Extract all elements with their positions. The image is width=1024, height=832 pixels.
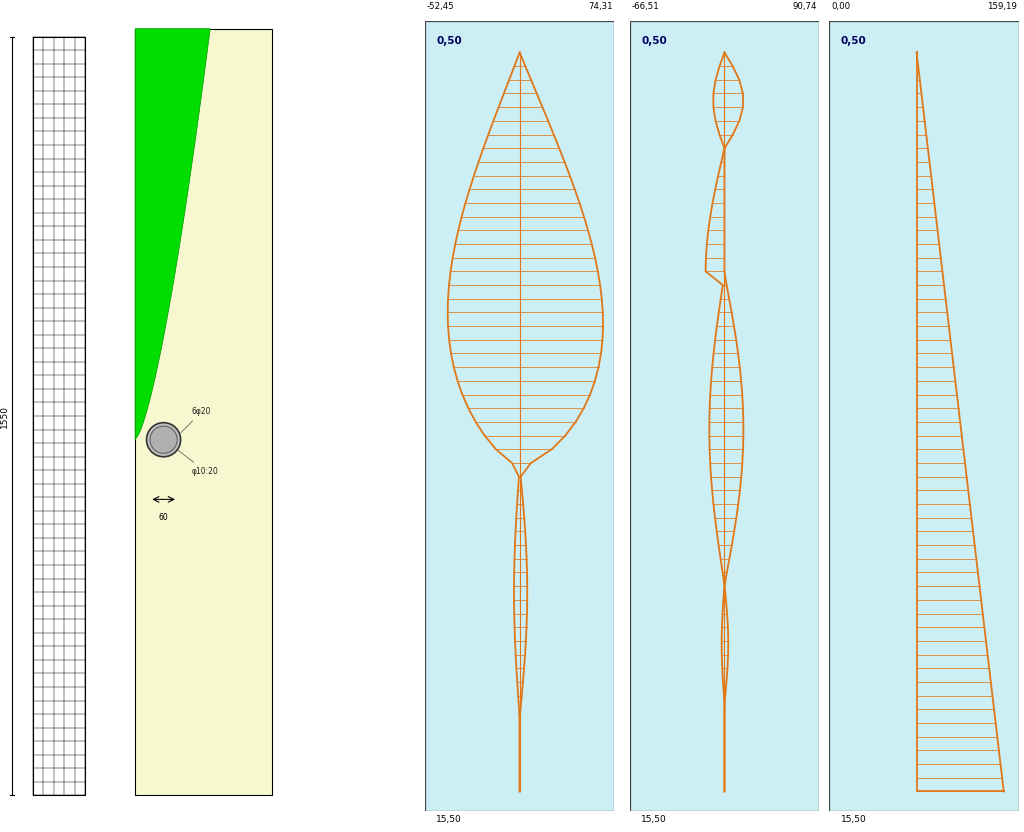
Text: 0,50: 0,50: [841, 36, 866, 46]
Text: -52,45: -52,45: [427, 2, 455, 12]
Text: 0,50: 0,50: [436, 36, 462, 46]
Text: 15,50: 15,50: [641, 815, 667, 825]
Polygon shape: [135, 28, 210, 439]
Ellipse shape: [150, 426, 177, 453]
Text: 74,31: 74,31: [588, 2, 612, 12]
Text: -66,51: -66,51: [632, 2, 659, 12]
Ellipse shape: [146, 423, 180, 457]
Text: 60: 60: [159, 513, 169, 522]
Text: 15,50: 15,50: [841, 815, 866, 825]
Text: 6φ20: 6φ20: [181, 407, 212, 433]
Text: 159,19: 159,19: [987, 2, 1017, 12]
Text: 1550: 1550: [0, 404, 8, 428]
Text: 0,00: 0,00: [831, 2, 851, 12]
Text: 15,50: 15,50: [436, 815, 462, 825]
Text: 0,50: 0,50: [641, 36, 667, 46]
Text: 90,74: 90,74: [793, 2, 817, 12]
Bar: [33, 37, 85, 795]
Bar: [135, 28, 271, 795]
Text: φ10:20: φ10:20: [178, 450, 219, 476]
